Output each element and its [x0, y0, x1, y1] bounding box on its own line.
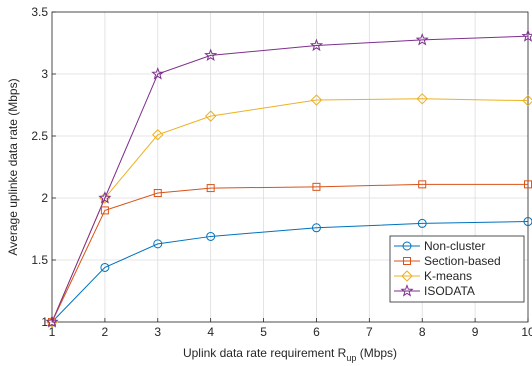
data-point	[417, 218, 427, 228]
legend-item: Non-cluster	[394, 239, 485, 253]
data-point	[100, 206, 109, 215]
data-point	[100, 262, 110, 272]
data-point	[151, 67, 165, 80]
data-point	[206, 231, 216, 241]
x-tick-label: 1	[49, 325, 56, 339]
legend-label: Section-based	[424, 254, 501, 268]
x-axis-label: Uplink data rate requirement Rup (Mbps)	[183, 346, 397, 363]
data-point	[152, 129, 164, 141]
x-axis-label-subscript: up	[346, 353, 356, 363]
data-point	[522, 94, 532, 107]
data-point	[153, 239, 163, 249]
legend-label: K-means	[424, 269, 472, 283]
data-point	[310, 94, 323, 106]
legend-label: ISODATA	[424, 284, 475, 298]
x-tick-label: 8	[419, 325, 426, 339]
y-tick-label: 3.5	[31, 5, 48, 19]
data-point	[45, 315, 59, 328]
legend-marker	[401, 270, 413, 282]
ticks: 1 2 3 4 5 6 7 8 9 10 1 1.5 2 2.5 3 3.5	[31, 5, 532, 339]
series-line	[51, 221, 529, 323]
data-point	[521, 29, 532, 42]
y-tick-label: 2	[41, 191, 48, 205]
x-tick-label: 10	[521, 325, 532, 339]
legend-marker	[400, 284, 414, 297]
legend-item: Section-based	[394, 254, 501, 268]
x-tick-label: 2	[102, 325, 109, 339]
series-isodata	[45, 29, 532, 328]
y-tick-label: 1.5	[31, 253, 48, 267]
x-tick-label: 4	[207, 325, 214, 339]
x-axis-label-main: Uplink data rate requirement R	[183, 346, 347, 360]
data-point	[98, 191, 112, 204]
data-point	[416, 93, 428, 105]
legend-item: ISODATA	[394, 284, 475, 298]
y-axis-label: Average uplinke data rate (Mbps)	[6, 78, 20, 255]
y-tick-label: 2.5	[31, 129, 48, 143]
series-line	[51, 183, 528, 323]
legend-item: K-means	[394, 269, 472, 283]
x-tick-label: 7	[366, 325, 373, 339]
x-axis-label-unit: (Mbps)	[356, 346, 397, 360]
y-tick-label: 3	[41, 67, 48, 81]
series	[45, 29, 532, 328]
legend-marker	[402, 241, 412, 251]
data-point	[523, 217, 532, 227]
plot-frame	[51, 11, 529, 323]
x-tick-label: 6	[313, 325, 320, 339]
y-tick-label: 1	[41, 315, 48, 329]
x-tick-label: 9	[472, 325, 479, 339]
data-point	[415, 32, 429, 46]
legend-label: Non-cluster	[424, 239, 485, 253]
x-tick-label: 3	[154, 325, 161, 339]
data-point	[153, 189, 162, 198]
data-point	[309, 38, 324, 52]
data-point	[204, 110, 217, 122]
data-point	[204, 48, 218, 62]
data-point	[206, 184, 215, 193]
series-line	[51, 35, 529, 323]
data-point	[418, 180, 427, 189]
x-tick-label: 5	[260, 325, 267, 339]
series-section-based	[48, 180, 532, 326]
data-point	[311, 223, 321, 233]
data-point	[312, 182, 321, 191]
legend-marker	[403, 257, 411, 265]
